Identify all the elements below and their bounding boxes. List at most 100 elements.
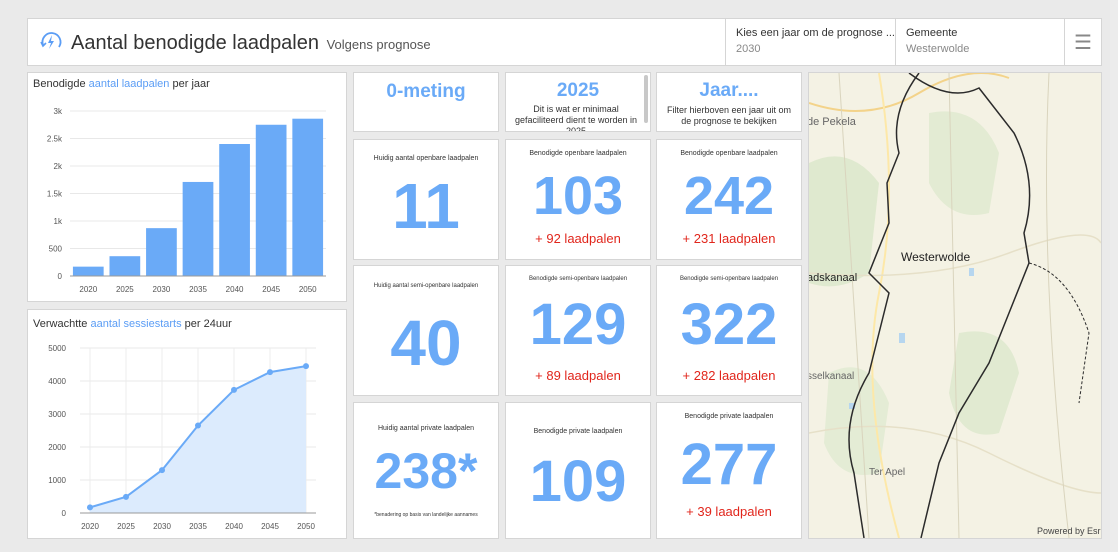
bar-chart: 0 500 1k 1.5k 2k 2.5k 3k 2020 2025 2030 2035 2040 20…: [47, 107, 326, 294]
area-title-suffix: per 24uur: [184, 318, 232, 330]
selected-semi-delta: + 282 laadpalen: [682, 368, 776, 383]
bar-y-tick-label: 500: [49, 245, 63, 254]
gemeente-value: Westerwolde: [906, 43, 970, 55]
bar-y-tick-label: 1k: [54, 217, 63, 226]
baseline-private-value: 238*: [374, 443, 478, 499]
selected-public-value: 242: [683, 166, 775, 226]
map-green-area: [949, 331, 1019, 435]
area-point: [87, 504, 93, 511]
y2025-description: Dit is wat er minimaal gefaciliteerd die…: [514, 104, 638, 132]
map-road: [871, 73, 900, 538]
selected-private-card: Benodigde private laadpalen 277 + 39 laa…: [656, 402, 802, 539]
area-fill: [90, 366, 306, 513]
area-y-tick-label: 3000: [48, 410, 66, 419]
bar: [219, 144, 250, 276]
selected-description: Filter hierboven een jaar uit om de prog…: [666, 105, 792, 126]
map-attribution: Powered by Esri: [1037, 526, 1101, 536]
bar: [109, 256, 141, 276]
y2025-semi-label: Benodigde semi-openbare laadpalen: [528, 276, 628, 282]
map-water: [969, 268, 974, 276]
y2025-heading: 2025: [556, 80, 600, 101]
selected-private-label: Benodigde private laadpalen: [684, 413, 774, 420]
area-x-tick-label: 2020: [81, 522, 99, 531]
y2025-private-card: Benodigde private laadpalen 109: [505, 402, 651, 539]
bar-title-prefix: Benodigde: [33, 78, 86, 90]
area-y-tick-label: 4000: [48, 377, 66, 386]
title-text: Aantal benodigde laadpalen: [71, 32, 319, 54]
selected-heading: Jaar....: [699, 80, 759, 101]
baseline-private-card: Huidig aantal private laadpalen 238* *be…: [353, 402, 499, 539]
area-point: [267, 369, 273, 376]
area-chart: 0 1000 2000 3000 4000 5000 2020 2025 2030 2035 204…: [48, 344, 316, 531]
area-y-tick-label: 2000: [48, 443, 66, 452]
area-x-tick-label: 2040: [225, 522, 243, 531]
selected-public-card: Benodigde openbare laadpalen 242 + 231 l…: [656, 139, 802, 260]
map-boundary-line: [848, 73, 920, 538]
year-selector-label: Kies een jaar om de prognose ...: [736, 27, 895, 39]
baseline-public-value: 11: [392, 170, 460, 242]
map-water: [899, 333, 905, 343]
selected-semi-value: 322: [680, 292, 778, 357]
y2025-semi-delta: + 89 laadpalen: [535, 368, 621, 383]
selected-private-delta: + 39 laadpalen: [686, 504, 772, 519]
year-selector[interactable]: Kies een jaar om de prognose ... 2030: [725, 19, 895, 65]
selected-heading-card: Jaar.... Filter hierboven een jaar uit o…: [656, 72, 802, 132]
map-green-area: [809, 156, 879, 287]
baseline-semi-label: Huidig aantal semi-openbare laadpalen: [373, 283, 479, 289]
map-label-sselkanaal: sselkanaal: [809, 371, 854, 382]
area-point: [159, 467, 165, 474]
baseline-heading-card: 0-meting: [353, 72, 499, 132]
map-boundary-line: [908, 73, 1031, 538]
page-title: Aantal benodigde laadpalen Volgens progn…: [71, 32, 431, 55]
y2025-heading-card: 2025 Dit is wat er minimaal gefaciliteer…: [505, 72, 651, 132]
map-canvas[interactable]: de Pekela Westerwolde adskanaal sselkana…: [809, 73, 1101, 538]
selected-public-label: Benodigde openbare laadpalen: [680, 150, 778, 157]
baseline-public-card: Huidig aantal openbare laadpalen 11: [353, 139, 499, 260]
baseline-semi-card: Huidig aantal semi-openbare laadpalen 40: [353, 265, 499, 396]
gemeente-selector[interactable]: Gemeente Westerwolde: [895, 19, 1066, 65]
area-chart-panel: Verwachtte aantal sessiestarts per 24uur…: [27, 309, 347, 539]
baseline-heading: 0-meting: [386, 81, 466, 102]
bar-x-tick-label: 2045: [262, 285, 280, 294]
bar: [255, 124, 287, 276]
bar-x-tick-label: 2035: [189, 285, 207, 294]
bar-x-tick-label: 2030: [153, 285, 171, 294]
bar-y-tick-label: 2k: [54, 162, 63, 171]
map-label-westerwolde: Westerwolde: [901, 250, 970, 264]
y2025-semi-card: Benodigde semi-openbare laadpalen 129 + …: [505, 265, 651, 396]
map-road: [948, 73, 960, 538]
selected-semi-card: Benodigde semi-openbare laadpalen 322 + …: [656, 265, 802, 396]
map-boundary-line: [1028, 262, 1090, 404]
bar: [182, 181, 214, 276]
header-bar: Aantal benodigde laadpalen Volgens progn…: [27, 18, 1102, 66]
y2025-public-value: 103: [532, 166, 624, 226]
y2025-scrollbar[interactable]: [644, 75, 648, 123]
charging-icon: [40, 32, 62, 49]
area-point: [303, 363, 309, 370]
area-point: [195, 422, 201, 429]
menu-button[interactable]: ☰: [1064, 19, 1101, 65]
bar-title-highlight: aantal laadpalen: [88, 78, 170, 90]
hamburger-icon: ☰: [1074, 31, 1092, 54]
map-label-ter-apel: Ter Apel: [869, 467, 905, 478]
area-x-tick-label: 2035: [189, 522, 207, 531]
bar-x-tick-label: 2020: [79, 285, 97, 294]
map-road: [1046, 73, 1070, 538]
map-green-area: [929, 111, 999, 215]
map-road: [838, 73, 870, 538]
bar: [292, 118, 324, 276]
baseline-public-label: Huidig aantal openbare laadpalen: [373, 155, 479, 162]
bar-x-tick-label: 2025: [116, 285, 134, 294]
title-subtitle: Volgens prognose: [326, 37, 431, 52]
bar: [72, 266, 104, 276]
area-y-tick-label: 5000: [48, 344, 66, 353]
baseline-semi-value: 40: [390, 307, 462, 379]
baseline-private-label: Huidig aantal private laadpalen: [377, 425, 475, 432]
y2025-public-delta: + 92 laadpalen: [535, 231, 621, 246]
bar-chart-title: Benodigde aantal laadpalen per jaar: [33, 78, 210, 90]
area-y-tick-label: 0: [62, 509, 67, 518]
area-x-tick-label: 2050: [297, 522, 315, 531]
map-panel[interactable]: de Pekela Westerwolde adskanaal sselkana…: [808, 72, 1102, 539]
area-x-tick-label: 2030: [153, 522, 171, 531]
bar-title-suffix: per jaar: [172, 78, 210, 90]
